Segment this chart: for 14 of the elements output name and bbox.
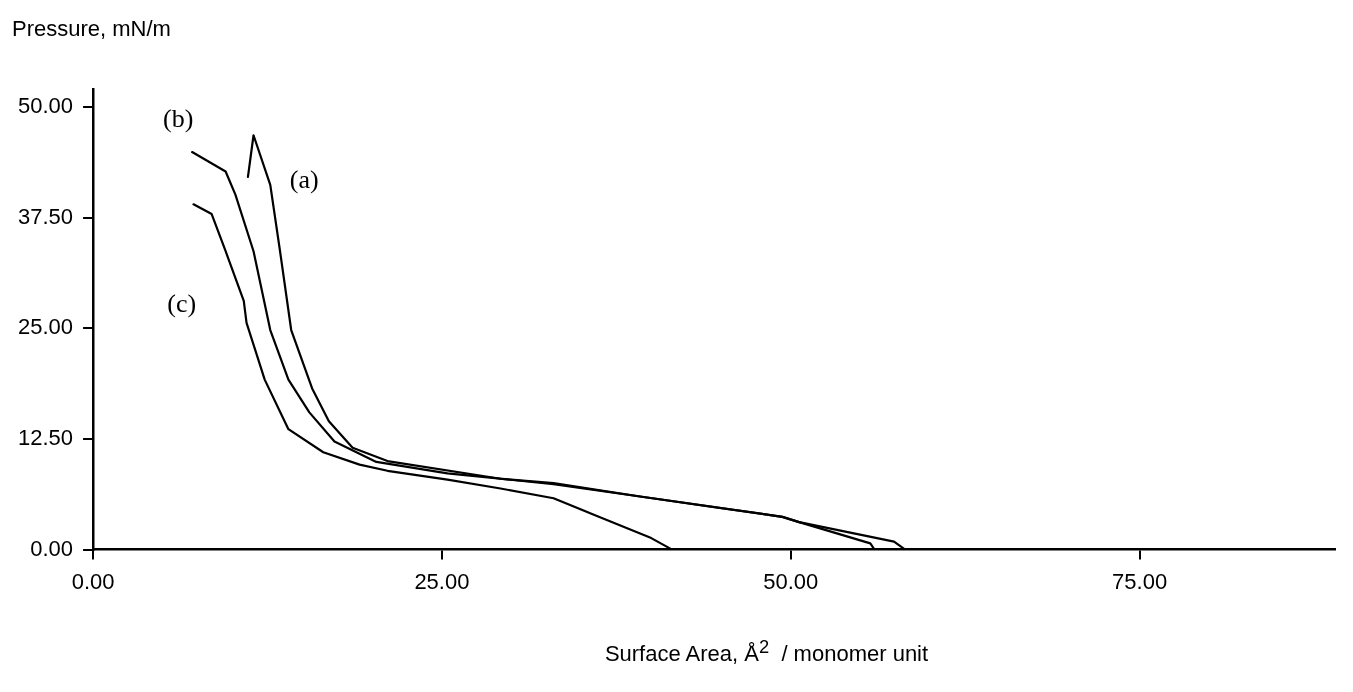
series-label: (c) bbox=[167, 288, 197, 318]
x-tick-label: 25.00 bbox=[414, 568, 470, 594]
x-tick-label: 50.00 bbox=[763, 568, 819, 594]
y-tick-label: 0.00 bbox=[30, 535, 74, 561]
x-tick-label: 75.00 bbox=[1112, 568, 1168, 594]
series-label: (b) bbox=[162, 103, 194, 133]
y-axis-title: Pressure, mN/m bbox=[11, 15, 172, 43]
y-tick-label: 12.50 bbox=[17, 424, 74, 450]
y-tick-label: 50.00 bbox=[17, 92, 74, 118]
x-axis-title: Surface Area, Å$^{2}$ / monomer unit bbox=[603, 635, 930, 668]
y-tick-label: 37.50 bbox=[17, 203, 74, 229]
series-label: (a) bbox=[289, 164, 319, 194]
y-tick-label: 25.00 bbox=[17, 314, 74, 340]
x-tick-label: 0.00 bbox=[71, 568, 115, 594]
